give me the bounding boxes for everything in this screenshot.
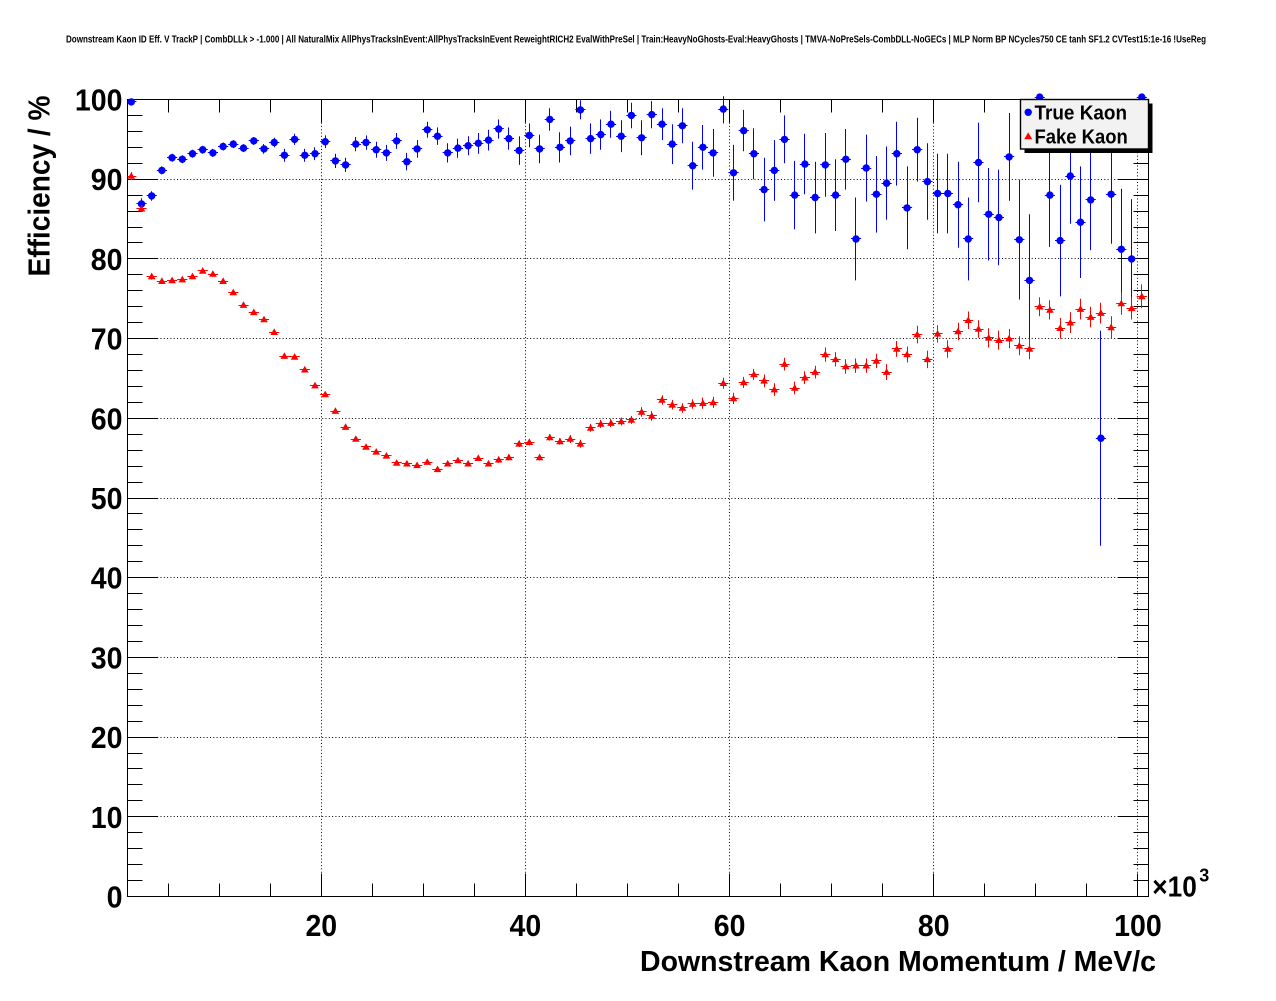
svg-text:Downstream Kaon Momentum / MeV: Downstream Kaon Momentum / MeV/c bbox=[640, 946, 1156, 978]
svg-text:×10: ×10 bbox=[1152, 872, 1197, 904]
svg-text:Downstream Kaon ID Eff. V Trac: Downstream Kaon ID Eff. V TrackP | CombD… bbox=[66, 35, 1206, 46]
svg-text:20: 20 bbox=[91, 720, 123, 755]
svg-text:Efficiency / %: Efficiency / % bbox=[23, 96, 57, 277]
svg-text:100: 100 bbox=[75, 83, 123, 118]
svg-text:10: 10 bbox=[91, 800, 123, 835]
svg-text:60: 60 bbox=[91, 401, 123, 436]
svg-text:100: 100 bbox=[1114, 908, 1162, 943]
svg-text:90: 90 bbox=[91, 162, 123, 197]
svg-text:True Kaon: True Kaon bbox=[1035, 102, 1128, 124]
svg-text:60: 60 bbox=[714, 908, 746, 943]
svg-text:50: 50 bbox=[91, 481, 123, 516]
svg-text:3: 3 bbox=[1199, 866, 1209, 886]
svg-text:20: 20 bbox=[305, 908, 337, 943]
svg-text:80: 80 bbox=[918, 908, 950, 943]
svg-text:30: 30 bbox=[91, 640, 123, 675]
svg-text:80: 80 bbox=[91, 242, 123, 277]
svg-text:Fake Kaon: Fake Kaon bbox=[1035, 127, 1128, 149]
svg-text:40: 40 bbox=[91, 561, 123, 596]
svg-text:70: 70 bbox=[91, 322, 123, 357]
svg-text:0: 0 bbox=[107, 880, 123, 915]
svg-text:40: 40 bbox=[510, 908, 542, 943]
